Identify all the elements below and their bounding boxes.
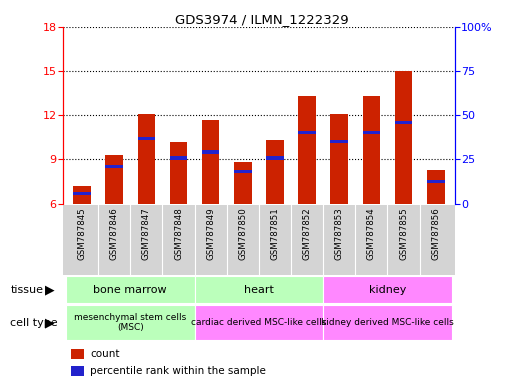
Bar [331, 140, 348, 143]
Text: tissue: tissue [10, 285, 43, 295]
Text: cardiac derived MSC-like cells: cardiac derived MSC-like cells [191, 318, 326, 327]
Text: cell type: cell type [10, 318, 58, 328]
Text: GSM787855: GSM787855 [399, 207, 408, 260]
Text: GSM787850: GSM787850 [238, 207, 247, 260]
Bar [266, 156, 284, 159]
Bar [266, 140, 284, 204]
Text: GSM787851: GSM787851 [270, 207, 279, 260]
Bar [362, 96, 380, 204]
Bar [331, 114, 348, 204]
Text: GSM787853: GSM787853 [335, 207, 344, 260]
Bar [71, 349, 84, 359]
Text: GSM787854: GSM787854 [367, 207, 376, 260]
Bar [362, 131, 380, 134]
Bar [195, 276, 323, 303]
Bar [202, 120, 220, 204]
Bar [395, 121, 413, 124]
Bar [66, 305, 195, 340]
Bar [234, 169, 252, 173]
Bar [105, 155, 123, 204]
Text: bone marrow: bone marrow [94, 285, 167, 295]
Bar [298, 96, 316, 204]
Text: ▶: ▶ [45, 283, 54, 296]
Text: GSM787856: GSM787856 [431, 207, 440, 260]
Bar [298, 131, 316, 134]
Text: mesenchymal stem cells
(MSC): mesenchymal stem cells (MSC) [74, 313, 186, 332]
Text: ▶: ▶ [45, 316, 54, 329]
Text: count: count [90, 349, 120, 359]
Text: GSM787846: GSM787846 [110, 207, 119, 260]
Text: GSM787852: GSM787852 [303, 207, 312, 260]
Bar [73, 192, 91, 195]
Bar [71, 366, 84, 376]
Bar [323, 276, 452, 303]
Bar [427, 180, 445, 183]
Bar [323, 305, 452, 340]
Bar [138, 137, 155, 141]
Text: GSM787849: GSM787849 [206, 207, 215, 260]
Bar [234, 162, 252, 204]
Bar [195, 305, 323, 340]
Bar [202, 151, 220, 154]
Bar [138, 114, 155, 204]
Text: kidney: kidney [369, 285, 406, 295]
Bar [105, 165, 123, 168]
Text: GSM787845: GSM787845 [77, 207, 86, 260]
Text: percentile rank within the sample: percentile rank within the sample [90, 366, 266, 376]
Text: heart: heart [244, 285, 274, 295]
Bar [395, 71, 413, 204]
Bar [169, 142, 187, 204]
Bar [66, 276, 195, 303]
Text: GSM787848: GSM787848 [174, 207, 183, 260]
Text: GDS3974 / ILMN_1222329: GDS3974 / ILMN_1222329 [175, 13, 348, 26]
Text: GSM787847: GSM787847 [142, 207, 151, 260]
Bar [169, 156, 187, 159]
Bar [427, 170, 445, 204]
Bar [73, 186, 91, 204]
Text: kidney derived MSC-like cells: kidney derived MSC-like cells [321, 318, 454, 327]
